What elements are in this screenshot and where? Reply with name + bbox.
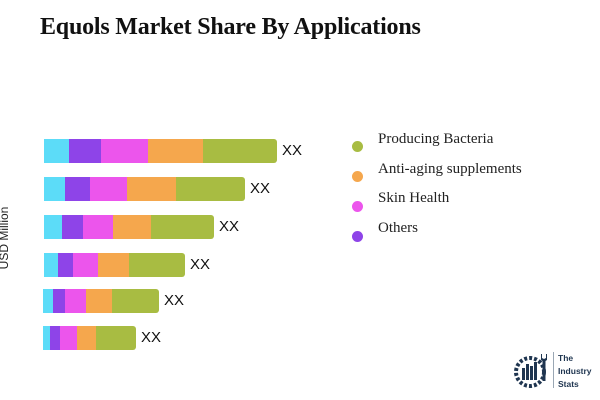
bar-segment[interactable] [69, 139, 101, 163]
bar-segment[interactable] [112, 289, 159, 313]
bar-segment[interactable] [62, 215, 83, 239]
bar-value-label: XX [190, 256, 211, 273]
logo-line-3: Stats [558, 379, 579, 389]
bar-segment[interactable] [127, 177, 176, 201]
bar-segment[interactable] [44, 253, 58, 277]
bar-segment[interactable] [58, 253, 73, 277]
bar-value-label: XX [141, 329, 162, 346]
legend-dot-icon [352, 201, 363, 212]
bar-row[interactable] [43, 289, 159, 313]
bar-value-label: XX [164, 292, 185, 309]
bar-row[interactable] [44, 253, 185, 277]
bar-segment[interactable] [43, 326, 50, 350]
bar-value-label: XX [219, 218, 240, 235]
bar-segment[interactable] [96, 326, 136, 350]
legend-label: Producing Bacteria [378, 131, 494, 147]
legend-dot-icon [352, 171, 363, 182]
bar-segment[interactable] [176, 177, 245, 201]
bar-segment[interactable] [101, 139, 148, 163]
bar-segment[interactable] [77, 326, 96, 350]
bar-row[interactable] [43, 326, 136, 350]
bar-segment[interactable] [129, 253, 185, 277]
bar-segment[interactable] [44, 139, 69, 163]
legend-label: Skin Health [378, 190, 450, 206]
logo-line-1: The [558, 353, 574, 363]
logo-divider [553, 352, 554, 388]
bar-row[interactable] [44, 139, 277, 163]
bar-segment[interactable] [44, 177, 65, 201]
bar-segment[interactable] [113, 215, 151, 239]
bar-segment[interactable] [50, 326, 60, 350]
y-axis-label-text: USD Million [0, 206, 11, 270]
legend-dot-icon [352, 231, 363, 242]
gear-wrench-icon [514, 354, 547, 388]
bar-segment[interactable] [90, 177, 127, 201]
bar-segment[interactable] [148, 139, 203, 163]
legend-label: Anti-aging supplements [378, 161, 522, 177]
logo-text: The Industry Stats [558, 352, 592, 391]
bar-segment[interactable] [65, 289, 86, 313]
bar-segment[interactable] [44, 215, 62, 239]
legend-dot-icon [352, 141, 363, 152]
chart-title: Equols Market Share By Applications [40, 14, 421, 40]
bar-segment[interactable] [151, 215, 214, 239]
brand-logo: The Industry Stats [512, 350, 598, 390]
logo-line-2: Industry [558, 366, 592, 376]
bar-value-label: XX [250, 180, 271, 197]
bar-value-label: XX [282, 142, 303, 159]
bar-segment[interactable] [83, 215, 113, 239]
bar-segment[interactable] [86, 289, 112, 313]
bar-segment[interactable] [98, 253, 129, 277]
bar-row[interactable] [44, 215, 214, 239]
bar-segment[interactable] [203, 139, 277, 163]
bar-segment[interactable] [65, 177, 90, 201]
bar-segment[interactable] [73, 253, 98, 277]
bar-segment[interactable] [53, 289, 65, 313]
bar-segment[interactable] [43, 289, 53, 313]
legend-label: Others [378, 220, 418, 236]
bar-row[interactable] [44, 177, 245, 201]
bar-segment[interactable] [60, 326, 77, 350]
